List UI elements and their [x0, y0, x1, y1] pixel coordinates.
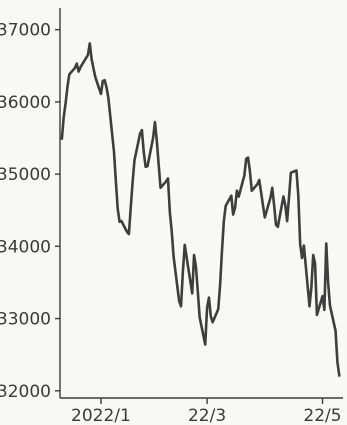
y-tick-label: 36000 — [0, 93, 51, 113]
x-tick-label: 2022/1 — [71, 406, 131, 425]
series-line — [60, 42, 341, 377]
y-tick-label: 32000 — [0, 382, 51, 402]
axes — [59, 8, 343, 399]
tick-group: 32000 33000 34000 35000 36000 37000 2022/1 22/3… — [0, 21, 342, 425]
series-group — [60, 42, 341, 377]
x-tick-label: 22/5 — [303, 406, 341, 425]
y-tick-label: 35000 — [0, 165, 51, 185]
y-tick-label: 37000 — [0, 21, 51, 41]
y-tick-label: 34000 — [0, 237, 51, 257]
y-tick-label: 33000 — [0, 310, 51, 330]
x-tick-label: 22/3 — [188, 406, 226, 425]
